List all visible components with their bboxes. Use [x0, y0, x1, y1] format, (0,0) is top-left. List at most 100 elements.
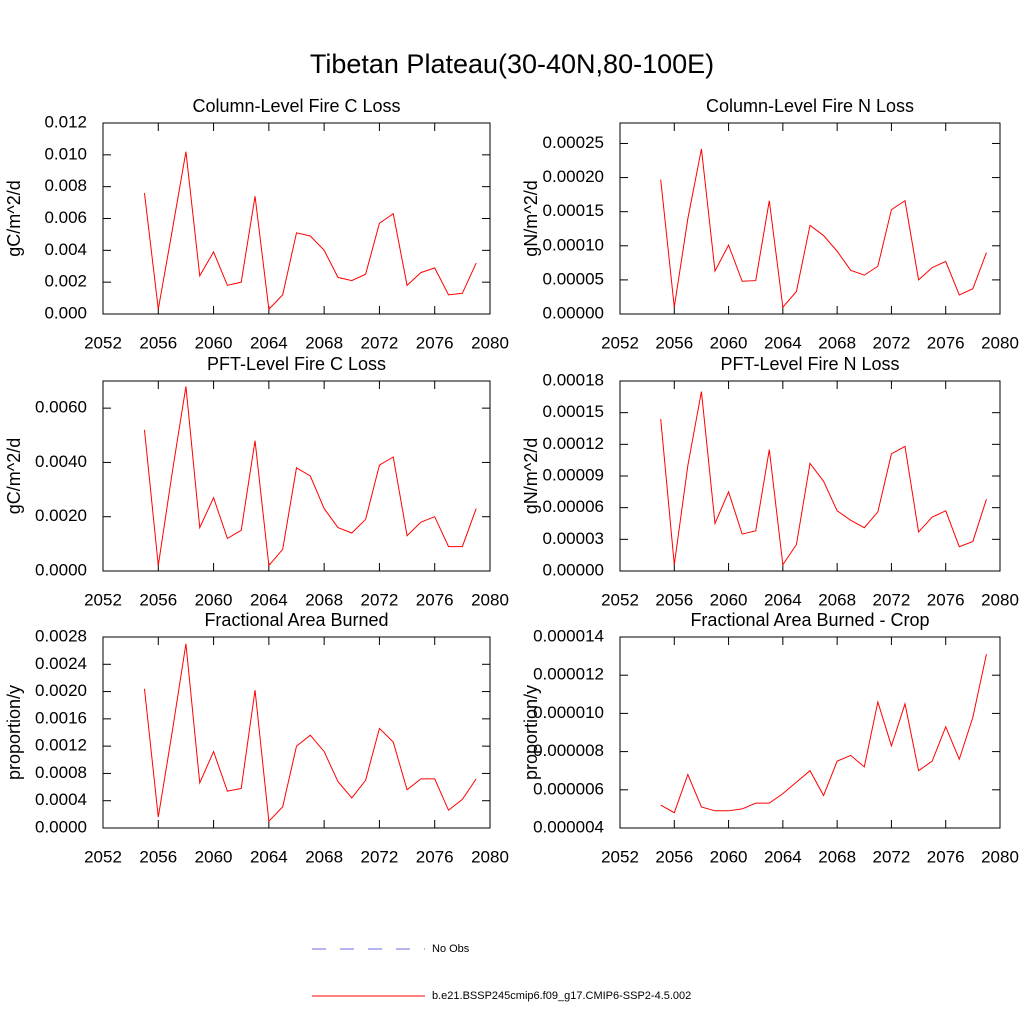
x-tick-label: 2064	[764, 847, 802, 866]
y-tick-label: 0.006	[44, 208, 87, 227]
y-axis-label: gN/m^2/d	[521, 438, 541, 514]
data-line	[660, 148, 987, 309]
x-tick-label: 2076	[416, 590, 454, 609]
legend-label: No Obs	[432, 943, 470, 955]
x-tick-label: 2064	[250, 333, 288, 352]
x-tick-label: 2076	[927, 333, 965, 352]
x-tick-label: 2056	[655, 847, 693, 866]
x-tick-label: 2080	[981, 333, 1019, 352]
y-axis-label: gC/m^2/d	[4, 438, 24, 514]
y-tick-label: 0.0016	[35, 708, 87, 727]
y-tick-label: 0.00000	[543, 560, 604, 579]
x-tick-label: 2068	[818, 333, 856, 352]
y-tick-label: 0.000004	[533, 817, 604, 836]
y-tick-label: 0.00000	[543, 303, 604, 322]
y-tick-label: 0.000012	[533, 665, 604, 684]
y-tick-label: 0.00003	[543, 529, 604, 548]
x-tick-label: 2056	[655, 333, 693, 352]
x-tick-label: 2060	[710, 590, 748, 609]
panel-title: Fractional Area Burned	[204, 610, 388, 630]
y-tick-label: 0.004	[44, 240, 87, 259]
x-tick-label: 2056	[139, 333, 177, 352]
y-tick-label: 0.00015	[543, 402, 604, 421]
plot-frame	[102, 122, 491, 315]
x-tick-label: 2076	[416, 333, 454, 352]
x-tick-label: 2064	[764, 333, 802, 352]
x-tick-label: 2080	[471, 333, 509, 352]
y-tick-label: 0.00012	[543, 434, 604, 453]
x-tick-label: 2068	[305, 590, 343, 609]
plot-frame	[619, 636, 1001, 829]
y-tick-label: 0.0000	[35, 560, 87, 579]
x-tick-label: 2072	[361, 333, 399, 352]
y-tick-label: 0.0012	[35, 736, 87, 755]
x-tick-label: 2076	[927, 847, 965, 866]
x-tick-label: 2060	[195, 847, 233, 866]
plot-frame	[102, 636, 491, 829]
y-tick-label: 0.012	[44, 112, 87, 131]
y-tick-label: 0.00009	[543, 465, 604, 484]
y-tick-label: 0.0020	[35, 506, 87, 525]
x-tick-label: 2068	[818, 590, 856, 609]
y-tick-label: 0.0000	[35, 817, 87, 836]
x-tick-label: 2052	[84, 590, 122, 609]
y-tick-label: 0.000008	[533, 741, 604, 760]
x-tick-label: 2060	[710, 847, 748, 866]
y-tick-label: 0.00020	[543, 167, 604, 186]
y-tick-label: 0.000010	[533, 703, 604, 722]
y-tick-label: 0.0004	[35, 790, 87, 809]
y-tick-label: 0.0024	[35, 654, 87, 673]
x-tick-label: 2056	[139, 847, 177, 866]
x-tick-label: 2060	[195, 333, 233, 352]
x-tick-label: 2080	[471, 590, 509, 609]
panel-title: Column-Level Fire C Loss	[192, 96, 400, 116]
x-tick-label: 2080	[981, 847, 1019, 866]
plot-frame	[102, 380, 491, 572]
panel-title: Column-Level Fire N Loss	[706, 96, 914, 116]
panel-title: Fractional Area Burned - Crop	[690, 610, 929, 630]
y-tick-label: 0.0028	[35, 626, 87, 645]
y-tick-label: 0.008	[44, 176, 87, 195]
x-tick-label: 2068	[305, 847, 343, 866]
legend-label: b.e21.BSSP245cmip6.f09_g17.CMIP6-SSP2-4.…	[432, 990, 691, 1002]
data-line	[660, 654, 987, 814]
x-tick-label: 2068	[818, 847, 856, 866]
data-line	[143, 643, 477, 823]
y-tick-label: 0.0020	[35, 681, 87, 700]
y-axis-label: proportion/y	[521, 685, 541, 780]
panel-title: PFT-Level Fire C Loss	[207, 354, 386, 374]
x-tick-label: 2072	[873, 590, 911, 609]
x-tick-label: 2056	[655, 590, 693, 609]
x-tick-label: 2072	[361, 590, 399, 609]
y-axis-label: gN/m^2/d	[521, 180, 541, 256]
x-tick-label: 2076	[927, 590, 965, 609]
y-tick-label: 0.00025	[543, 133, 604, 152]
x-tick-label: 2060	[710, 333, 748, 352]
x-tick-label: 2052	[601, 590, 639, 609]
x-tick-label: 2080	[471, 847, 509, 866]
y-tick-label: 0.002	[44, 272, 87, 291]
y-tick-label: 0.0060	[35, 398, 87, 417]
y-tick-label: 0.000006	[533, 779, 604, 798]
x-tick-label: 2080	[981, 590, 1019, 609]
x-tick-label: 2052	[601, 333, 639, 352]
x-tick-label: 2072	[361, 847, 399, 866]
x-tick-label: 2060	[195, 590, 233, 609]
x-tick-label: 2064	[250, 847, 288, 866]
y-tick-label: 0.00006	[543, 497, 604, 516]
plot-frame	[619, 122, 1001, 315]
y-tick-label: 0.0008	[35, 763, 87, 782]
x-tick-label: 2064	[764, 590, 802, 609]
y-tick-label: 0.0040	[35, 452, 87, 471]
x-tick-label: 2072	[873, 847, 911, 866]
panel-title: PFT-Level Fire N Loss	[720, 354, 899, 374]
x-tick-label: 2076	[416, 847, 454, 866]
y-tick-label: 0.00018	[543, 370, 604, 389]
x-tick-label: 2056	[139, 590, 177, 609]
data-line	[143, 151, 477, 311]
y-tick-label: 0.000014	[533, 626, 604, 645]
y-tick-label: 0.00015	[543, 201, 604, 220]
y-tick-label: 0.010	[44, 144, 87, 163]
x-tick-label: 2068	[305, 333, 343, 352]
